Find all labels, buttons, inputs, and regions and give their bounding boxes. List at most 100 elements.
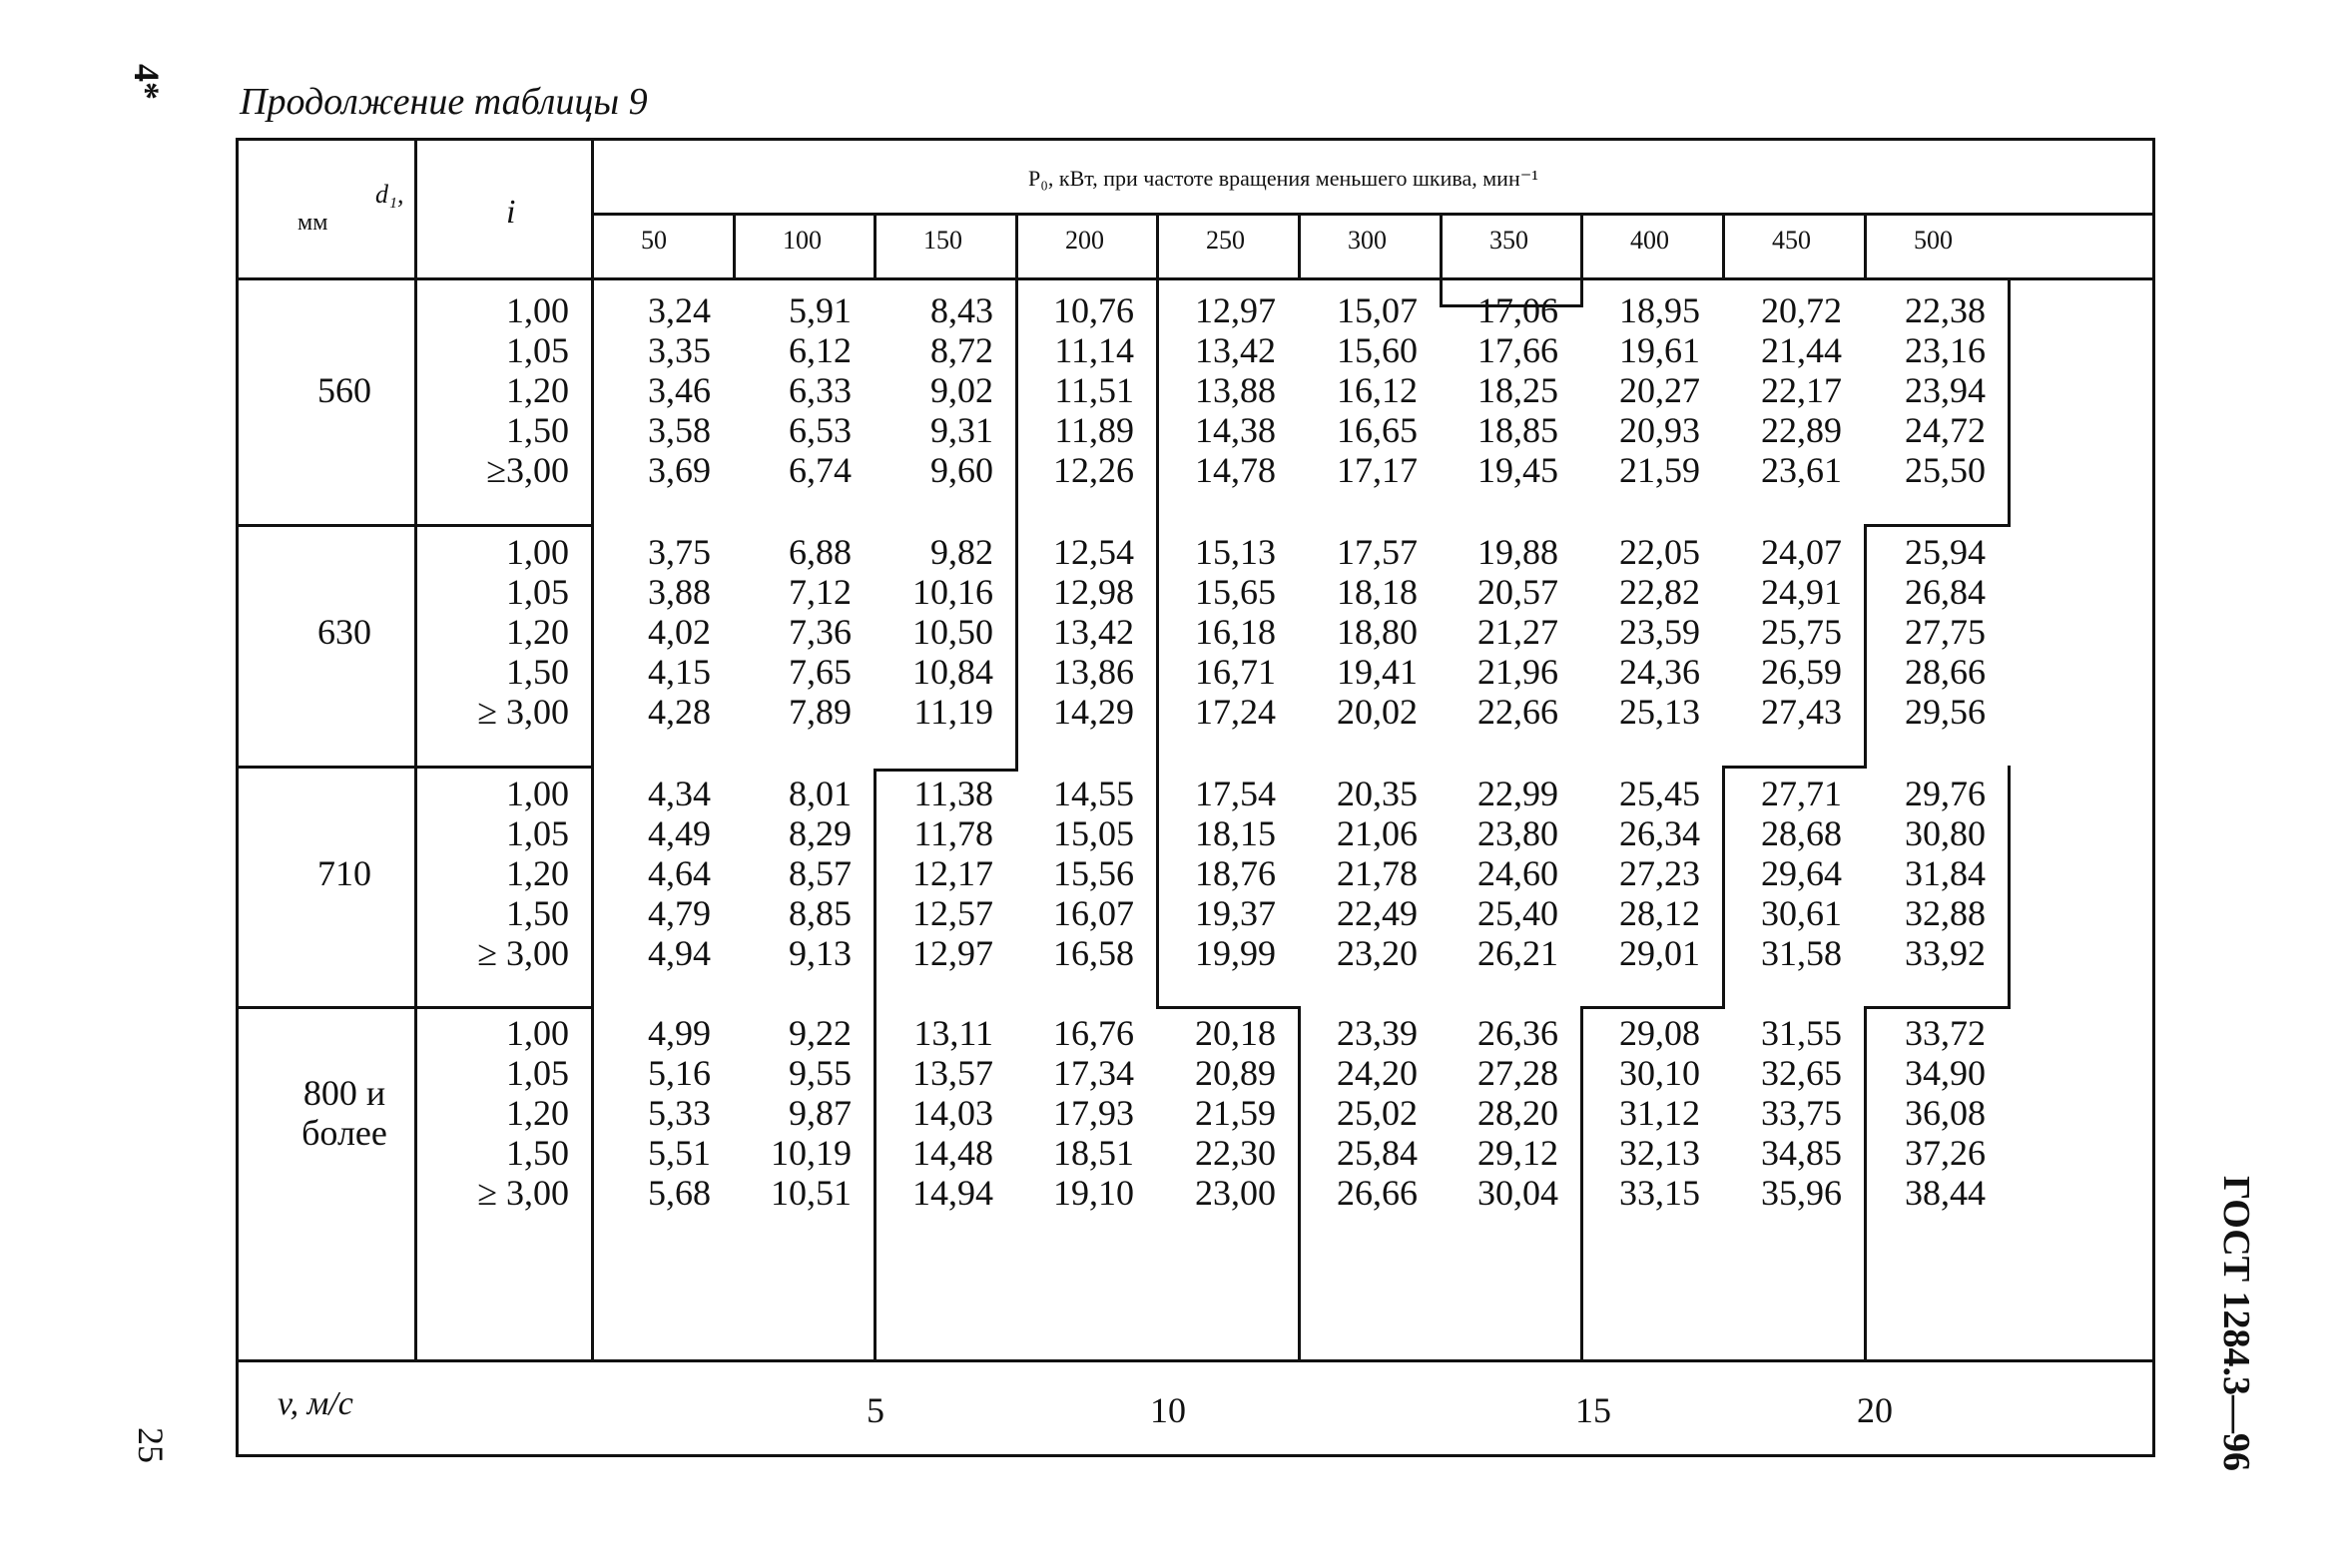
power-value: 25,84 (1337, 1133, 1418, 1173)
power-value: 10,19 (771, 1133, 852, 1173)
power-value: 26,59 (1761, 652, 1842, 692)
velocity-label: v, м/с (278, 1385, 353, 1422)
power-value: 15,56 (1053, 853, 1134, 893)
power-value: 9,31 (930, 410, 993, 450)
page-number: 25 (131, 1427, 171, 1463)
power-value: 19,61 (1619, 330, 1700, 370)
power-value: 12,57 (912, 893, 993, 933)
power-value: 16,76 (1053, 1013, 1134, 1053)
power-value: 31,55 (1761, 1013, 1842, 1053)
power-value: 12,17 (912, 853, 993, 893)
power-value: 21,78 (1337, 853, 1418, 893)
header-bottom-line (236, 277, 2152, 280)
power-value: 25,02 (1337, 1093, 1418, 1133)
power-value: 12,97 (1195, 290, 1276, 330)
power-value: 29,01 (1619, 933, 1700, 973)
power-value: 18,51 (1053, 1133, 1134, 1173)
ratio-value: ≥ 3,00 (477, 692, 569, 732)
power-value: 28,68 (1761, 813, 1842, 853)
diameter-value: 800 и (302, 1073, 386, 1113)
power-value: 16,58 (1053, 933, 1134, 973)
power-value: 29,56 (1905, 692, 1986, 732)
power-value: 22,66 (1477, 692, 1558, 732)
power-value: 14,38 (1195, 410, 1276, 450)
frequency-header-100: 100 (783, 226, 822, 255)
power-value: 9,82 (930, 532, 993, 572)
ratio-value: 1,20 (506, 1093, 569, 1133)
power-value: 10,76 (1053, 290, 1134, 330)
power-value: 24,20 (1337, 1053, 1418, 1093)
power-value: 7,65 (789, 652, 852, 692)
velocity-boundary-line (1864, 1006, 1867, 1362)
power-value: 19,88 (1477, 532, 1558, 572)
power-value: 20,02 (1337, 692, 1418, 732)
power-value: 19,37 (1195, 893, 1276, 933)
frequency-header-divider (1015, 213, 1018, 277)
power-value: 32,65 (1761, 1053, 1842, 1093)
power-value: 30,10 (1619, 1053, 1700, 1093)
power-value: 11,78 (913, 813, 993, 853)
power-value: 17,93 (1053, 1093, 1134, 1133)
power-value: 20,57 (1477, 572, 1558, 612)
power-value: 11,89 (1054, 410, 1134, 450)
power-value: 20,72 (1761, 290, 1842, 330)
power-value: 36,08 (1905, 1093, 1986, 1133)
power-value: 4,94 (648, 933, 711, 973)
power-value: 6,88 (789, 532, 852, 572)
ratio-value: 1,05 (506, 330, 569, 370)
ratio-value: 1,50 (506, 410, 569, 450)
power-value: 24,72 (1905, 410, 1986, 450)
frequency-header-450: 450 (1772, 226, 1811, 255)
power-value: 14,48 (912, 1133, 993, 1173)
velocity-boundary-line (1156, 1006, 1301, 1009)
power-value: 11,38 (913, 774, 993, 813)
power-value: 13,88 (1195, 370, 1276, 410)
power-value: 10,16 (912, 572, 993, 612)
power-value: 33,72 (1905, 1013, 1986, 1053)
power-value: 6,12 (789, 330, 852, 370)
power-value: 3,75 (648, 532, 711, 572)
power-value: 19,99 (1195, 933, 1276, 973)
power-value: 9,87 (789, 1093, 852, 1133)
power-value: 23,39 (1337, 1013, 1418, 1053)
velocity-row-line (236, 1359, 2152, 1362)
power-value: 11,14 (1054, 330, 1134, 370)
velocity-boundary-line (1156, 277, 1159, 1009)
power-value: 34,90 (1905, 1053, 1986, 1093)
velocity-boundary-line (2008, 277, 2011, 527)
power-value: 13,86 (1053, 652, 1134, 692)
power-value: 35,96 (1761, 1173, 1842, 1213)
velocity-boundary-line (1440, 304, 1583, 307)
power-value: 3,69 (648, 450, 711, 490)
diameter-value: 710 (317, 853, 371, 893)
power-value: 22,89 (1761, 410, 1842, 450)
power-value: 7,36 (789, 612, 852, 652)
velocity-boundary-line (874, 769, 877, 1362)
column-line-d (414, 138, 417, 1359)
power-value: 18,76 (1195, 853, 1276, 893)
power-value: 21,59 (1619, 450, 1700, 490)
power-value: 23,94 (1905, 370, 1986, 410)
power-value: 21,59 (1195, 1093, 1276, 1133)
frequency-header-250: 250 (1206, 226, 1245, 255)
power-value: 18,18 (1337, 572, 1418, 612)
power-value: 34,85 (1761, 1133, 1842, 1173)
velocity-boundary-line (1722, 766, 1725, 1009)
power-value: 28,20 (1477, 1093, 1558, 1133)
frequency-header-divider (1298, 213, 1301, 277)
corner-mark: 4* (127, 64, 167, 100)
power-value: 5,16 (648, 1053, 711, 1093)
power-value: 4,64 (648, 853, 711, 893)
power-value: 8,72 (930, 330, 993, 370)
power-value: 13,11 (913, 1013, 993, 1053)
velocity-boundary-line (1298, 1006, 1301, 1362)
ratio-value: 1,00 (506, 774, 569, 813)
velocity-boundary-line (874, 769, 1018, 772)
power-value: 14,78 (1195, 450, 1276, 490)
power-value: 26,66 (1337, 1173, 1418, 1213)
power-value: 23,80 (1477, 813, 1558, 853)
power-value: 9,55 (789, 1053, 852, 1093)
power-value: 26,34 (1619, 813, 1700, 853)
velocity-boundary-line (2008, 766, 2011, 1009)
power-value: 9,22 (789, 1013, 852, 1053)
